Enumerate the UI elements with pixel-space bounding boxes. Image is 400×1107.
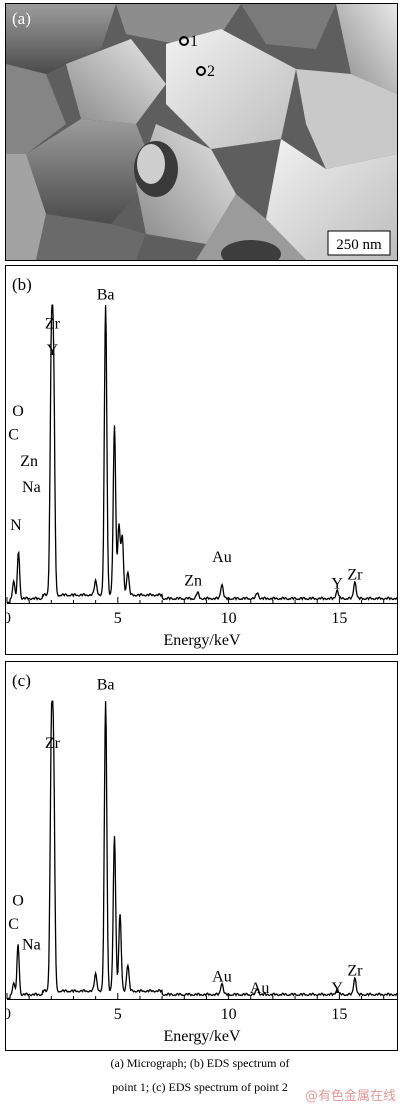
peak-label-b: N <box>10 517 22 534</box>
x-tick-label-c: 0 <box>6 1006 11 1023</box>
peak-label-b: Na <box>22 479 41 496</box>
x-tick-label-b: 5 <box>114 610 122 627</box>
peak-label-b: O <box>12 403 24 420</box>
x-tick-label-c: 5 <box>114 1006 122 1023</box>
peak-label-b: Zr <box>45 316 61 333</box>
x-tick-label-c: 15 <box>331 1006 347 1023</box>
point-1-label: 1 <box>190 33 198 50</box>
x-tick-label-b: 10 <box>221 610 237 627</box>
peak-label-b: Ba <box>97 286 115 303</box>
peak-label-c: Na <box>22 936 41 953</box>
peak-label-b: Zn <box>20 453 38 470</box>
panel-c-label: (c) <box>12 671 31 690</box>
peak-label-b: Zr <box>347 567 363 584</box>
eds-spectrum-b-panel: (b) 0 5 10 15 Energy/keV Ba Zr Y O C Zn Na N Au Zn Y Zr <box>3 265 398 655</box>
peak-label-b: Y <box>331 575 343 592</box>
eds-spectrum-c-panel: (c) 0 5 10 15 Energy/keV Ba Zr O C Na Au Au Y Zr <box>3 661 398 1051</box>
peak-label-b: Y <box>47 342 59 359</box>
peak-label-c: Y <box>331 980 343 997</box>
peak-label-c: O <box>12 893 24 910</box>
peak-label-c: Ba <box>97 676 115 693</box>
x-tick-label-b: 15 <box>331 610 347 627</box>
watermark: @有色金属在线 <box>304 1089 396 1104</box>
peak-label-c: Zr <box>347 963 363 980</box>
x-tick-label-c: 10 <box>221 1006 237 1023</box>
sem-micrograph-panel: 1 2 250 nm (a) <box>5 3 398 261</box>
x-axis-title-b: Energy/keV <box>163 632 240 649</box>
figure-caption-line-2: point 1; (c) EDS spectrum of point 2 <box>112 1080 288 1094</box>
panel-a-label: (a) <box>12 9 31 28</box>
peak-label-b: C <box>8 426 19 443</box>
panel-b-label: (b) <box>12 275 32 294</box>
figure-caption-line-1: (a) Micrograph; (b) EDS spectrum of <box>110 1056 290 1070</box>
spectrum-b-trace <box>7 304 398 604</box>
peak-label-b: Zn <box>184 572 202 589</box>
scale-bar-box <box>327 230 391 256</box>
point-1-marker <box>179 36 189 46</box>
scale-bar-label: 250 nm <box>336 237 382 253</box>
sem-micrograph-image: 1 2 250 nm <box>6 4 397 260</box>
point-2-label: 2 <box>207 63 215 80</box>
peak-label-c: Au <box>212 968 232 985</box>
peak-label-c: Au <box>250 980 270 997</box>
x-axis-title-c: Energy/keV <box>163 1028 240 1045</box>
point-2-marker <box>196 66 206 76</box>
spectrum-c-trace <box>7 700 398 1000</box>
peak-label-b: Au <box>212 549 232 566</box>
x-tick-label-b: 0 <box>6 610 11 627</box>
peak-label-c: Zr <box>45 735 61 752</box>
peak-label-c: C <box>8 916 19 933</box>
